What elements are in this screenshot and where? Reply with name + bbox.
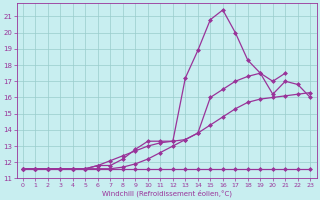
X-axis label: Windchill (Refroidissement éolien,°C): Windchill (Refroidissement éolien,°C) [101,189,232,197]
